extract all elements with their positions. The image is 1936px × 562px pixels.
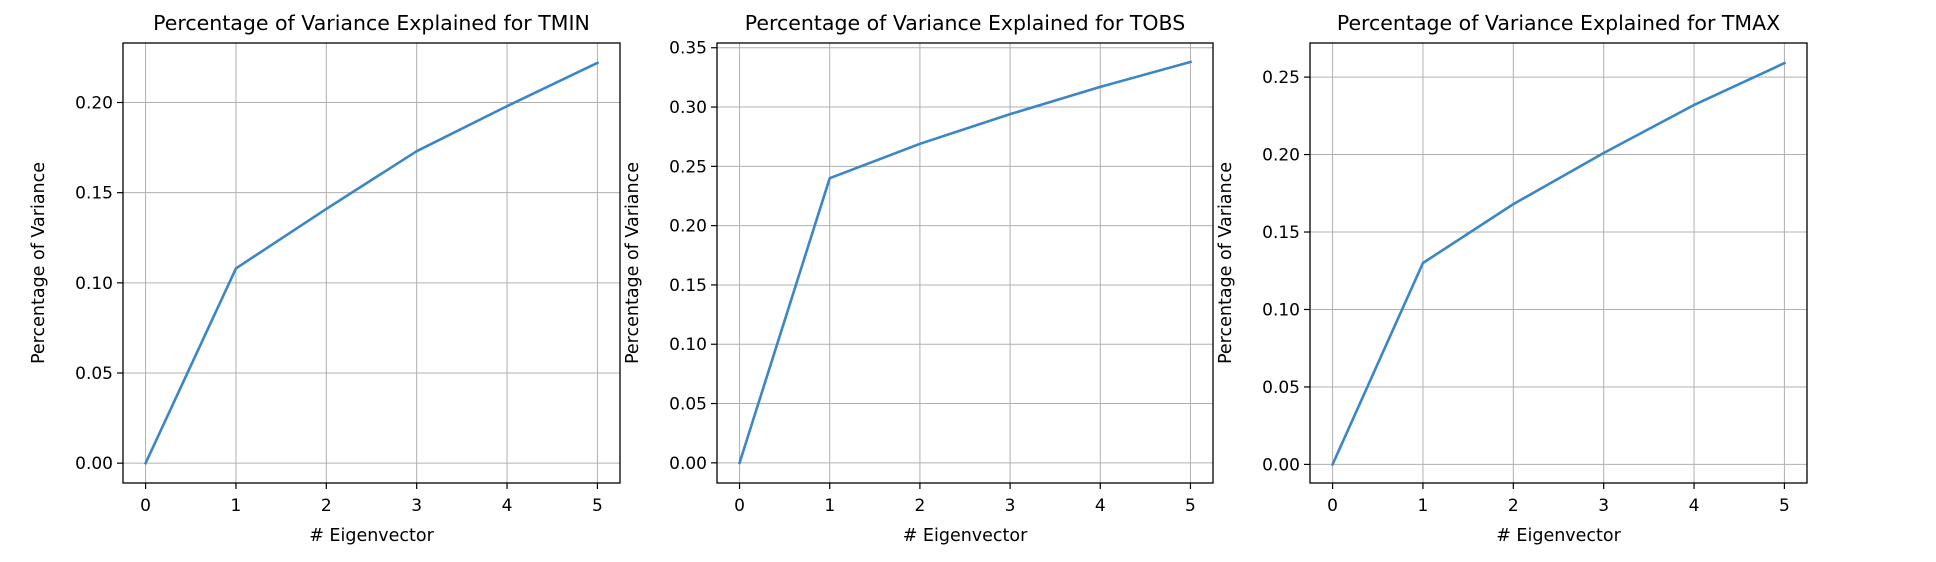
x-tick-label: 1 xyxy=(231,496,242,516)
x-tick-label: 3 xyxy=(1005,496,1016,516)
y-tick-label: 0.20 xyxy=(669,217,707,237)
x-tick-label: 1 xyxy=(824,496,835,516)
x-tick-label: 4 xyxy=(502,496,513,516)
y-tick-label: 0.10 xyxy=(1262,300,1300,320)
y-tick-label: 0.20 xyxy=(75,94,113,114)
y-tick-label: 0.00 xyxy=(669,454,707,474)
series-line xyxy=(737,60,1193,465)
axes-frame xyxy=(1309,42,1808,484)
y-tick-label: 0.05 xyxy=(669,395,707,415)
x-tick-label: 0 xyxy=(1327,496,1338,516)
y-tick-label: 0.00 xyxy=(1262,455,1300,475)
x-axis-label: # Eigenvector xyxy=(309,526,434,546)
x-tick-label: 2 xyxy=(914,496,925,516)
y-tick-label: 0.00 xyxy=(75,454,113,474)
y-tick-label: 0.35 xyxy=(669,39,707,59)
x-axis-label: # Eigenvector xyxy=(903,526,1028,546)
x-tick-label: 5 xyxy=(1185,496,1196,516)
y-tick-label: 0.20 xyxy=(1262,146,1300,166)
axes-frame xyxy=(122,42,621,484)
x-tick-label: 4 xyxy=(1095,496,1106,516)
y-axis-label: Percentage of Variance xyxy=(29,162,49,364)
y-tick-label: 0.25 xyxy=(1262,68,1300,88)
y-axis-label: Percentage of Variance xyxy=(1216,162,1236,364)
subplot-2: 0 1 2 3 4 5 0.00 0.05 0.10 0.15 0.20 0.25 0.30 0.35 Pe… xyxy=(623,11,1214,546)
series-line xyxy=(1330,61,1787,467)
y-tick-label: 0.05 xyxy=(75,364,113,384)
y-tick-label: 0.15 xyxy=(1262,223,1300,243)
y-axis-label: Percentage of Variance xyxy=(623,162,643,364)
x-tick-label: 4 xyxy=(1689,496,1700,516)
x-tick-label: 2 xyxy=(1508,496,1519,516)
x-tick-label: 2 xyxy=(321,496,332,516)
chart-title: Percentage of Variance Explained for TMI… xyxy=(153,11,590,35)
x-tick-label: 0 xyxy=(140,496,151,516)
y-tick-label: 0.15 xyxy=(75,184,113,204)
x-tick-label: 5 xyxy=(592,496,603,516)
chart-title: Percentage of Variance Explained for TOB… xyxy=(745,11,1185,35)
y-tick-label: 0.10 xyxy=(669,335,707,355)
x-tick-label: 0 xyxy=(734,496,745,516)
x-axis-label: # Eigenvector xyxy=(1496,526,1621,546)
subplot-3: 0 1 2 3 4 5 0.00 0.05 0.10 0.15 0.20 0.25 Percentage… xyxy=(1216,11,1808,546)
chart-title: Percentage of Variance Explained for TMA… xyxy=(1337,11,1780,35)
y-tick-label: 0.05 xyxy=(1262,378,1300,398)
x-tick-label: 1 xyxy=(1418,496,1429,516)
x-tick-label: 3 xyxy=(1598,496,1609,516)
y-tick-label: 0.15 xyxy=(669,276,707,296)
x-tick-label: 3 xyxy=(411,496,422,516)
x-tick-label: 5 xyxy=(1779,496,1790,516)
axes-frame xyxy=(716,42,1214,484)
subplot-1: 0 1 2 3 4 5 0.00 0.05 0.10 0.15 0.20 Percentage of … xyxy=(29,11,621,546)
series-line xyxy=(143,61,600,465)
y-tick-label: 0.10 xyxy=(75,274,113,294)
y-tick-label: 0.30 xyxy=(669,98,707,118)
y-tick-label: 0.25 xyxy=(669,157,707,177)
